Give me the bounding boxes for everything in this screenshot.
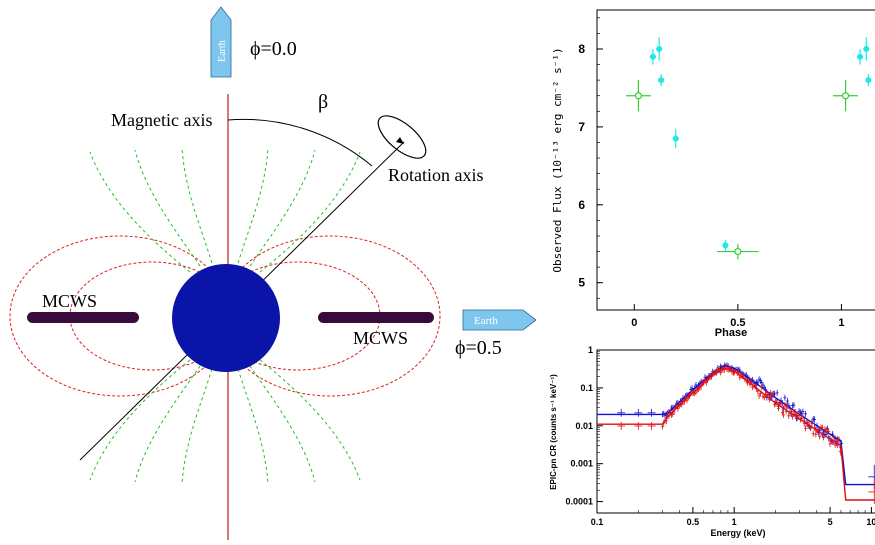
earth-top-arrow[interactable]: Earth — [210, 6, 232, 78]
chart1-marker — [649, 53, 656, 60]
chart1-marker — [841, 92, 850, 100]
mcws-disk-right — [318, 312, 434, 323]
chart1-marker — [634, 92, 643, 100]
chart1-point — [863, 37, 870, 61]
magnetic-axis-label: Magnetic axis — [111, 110, 212, 130]
spectrum-chart: 0.0001 0.001 0.01 0.1 1 0.1 0.5 1 5 10 Energy (ke… — [549, 345, 875, 538]
rotation-axis-label: Rotation axis — [388, 165, 484, 185]
chart1-marker — [865, 77, 872, 84]
chart2-xtick-label: 5 — [828, 517, 833, 527]
chart1-ytick-label: 8 — [578, 42, 585, 56]
chart2-series-red — [597, 363, 875, 504]
chart2-xlabel: Energy (keV) — [710, 528, 765, 538]
open-field-line — [237, 147, 269, 264]
open-field-line — [134, 365, 201, 483]
earth-right-label: Earth — [474, 315, 498, 327]
open-field-line — [237, 368, 269, 485]
open-field-line — [134, 149, 201, 267]
chart1-point — [626, 80, 651, 112]
chart1-point — [856, 48, 864, 65]
neutron-star — [172, 264, 280, 372]
chart2-ytick-label: 1 — [588, 345, 593, 355]
chart1-ytick-label: 6 — [578, 198, 585, 212]
pulsar-geometry-diagram: Earth ϕ=0.0 Earth ϕ=0.5 Magnetic axis Ro… — [9, 6, 537, 540]
chart2-model-line — [597, 365, 875, 486]
chart1-point — [722, 239, 729, 251]
chart2-ytick-label: 0.0001 — [565, 497, 593, 507]
chart1-point — [865, 73, 872, 87]
chart1-point — [833, 80, 858, 112]
earth-top-arrow-icon — [210, 6, 232, 78]
earth-right-arrow[interactable]: Earth — [462, 309, 537, 331]
chart1-marker — [722, 242, 729, 249]
chart1-point — [717, 243, 759, 260]
open-field-line — [89, 151, 191, 273]
chart2-xtick-label: 0.1 — [591, 517, 604, 527]
chart2-xtick-label: 1 — [732, 517, 737, 527]
rotation-ellipse — [377, 115, 427, 159]
mcws-left-label: MCWS — [42, 291, 97, 311]
earth-right-arrow-icon — [462, 309, 537, 331]
chart1-xlabel: Phase — [715, 327, 747, 339]
beta-arc — [227, 118, 373, 167]
phase-right-label: ϕ=0.5 — [455, 337, 502, 359]
open-field-line — [89, 359, 191, 481]
open-field-line — [259, 359, 361, 481]
chart2-xtick-label: 0.5 — [687, 517, 700, 527]
chart1-point — [649, 48, 657, 65]
mcws-disk-left — [27, 312, 139, 323]
chart2-ytick-label: 0.01 — [575, 421, 593, 431]
chart1-ytick-label: 5 — [578, 276, 585, 290]
chart1-points — [626, 37, 872, 260]
chart1-point — [656, 37, 663, 61]
chart2-ytick-label: 0.001 — [570, 459, 593, 469]
chart1-xtick-label: 1 — [838, 317, 844, 329]
open-field-lines — [89, 147, 361, 485]
chart1-ytick-label: 7 — [578, 120, 585, 134]
chart1-marker — [672, 135, 679, 142]
chart2-frame — [596, 349, 875, 514]
chart2-ticks: 0.0001 0.001 0.01 0.1 1 0.1 0.5 1 5 10 — [565, 345, 875, 527]
open-field-line — [249, 365, 316, 483]
chart1-frame — [596, 9, 875, 311]
earth-top-label: Earth — [217, 40, 228, 62]
phase-top-label: ϕ=0.0 — [250, 38, 297, 60]
chart1-ylabel: Observed Flux (10⁻¹³ erg cm⁻² s⁻¹) — [551, 47, 564, 272]
chart1-xtick-label: 0 — [631, 317, 637, 329]
open-field-line — [249, 149, 316, 267]
chart2-ylabel: EPIC-pn CR (counts s⁻¹ keV⁻¹) — [549, 374, 558, 490]
chart1-point — [672, 129, 679, 148]
chart2-xtick-label: 10 — [866, 517, 875, 527]
chart2-ytick-label: 0.1 — [580, 383, 593, 393]
chart1-marker — [857, 53, 864, 60]
chart1-marker — [658, 77, 665, 84]
open-field-line — [181, 147, 213, 264]
chart2-series — [597, 362, 875, 504]
chart1-ticks: 5 6 7 8 0 0.5 1 — [578, 17, 844, 329]
chart1-point — [658, 73, 665, 87]
chart1-marker — [656, 45, 663, 52]
open-field-line — [259, 151, 361, 273]
mcws-right-label: MCWS — [353, 328, 408, 348]
closed-field-line — [219, 235, 441, 397]
beta-label: β — [318, 91, 328, 113]
chart1-marker — [734, 247, 742, 256]
rotation-arrow-icon — [396, 137, 404, 144]
open-field-line — [181, 368, 213, 485]
chart1-xtick-label: 0.5 — [730, 317, 745, 329]
chart1-marker — [863, 45, 870, 52]
flux-phase-chart: 5 6 7 8 0 0.5 1 Phase Observed Flux (10⁻¹³ erg… — [551, 9, 875, 339]
